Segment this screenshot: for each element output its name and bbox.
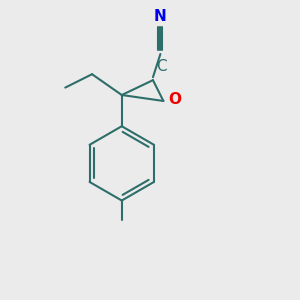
Text: O: O: [169, 92, 182, 107]
Text: N: N: [154, 9, 167, 24]
Text: C: C: [156, 59, 166, 74]
